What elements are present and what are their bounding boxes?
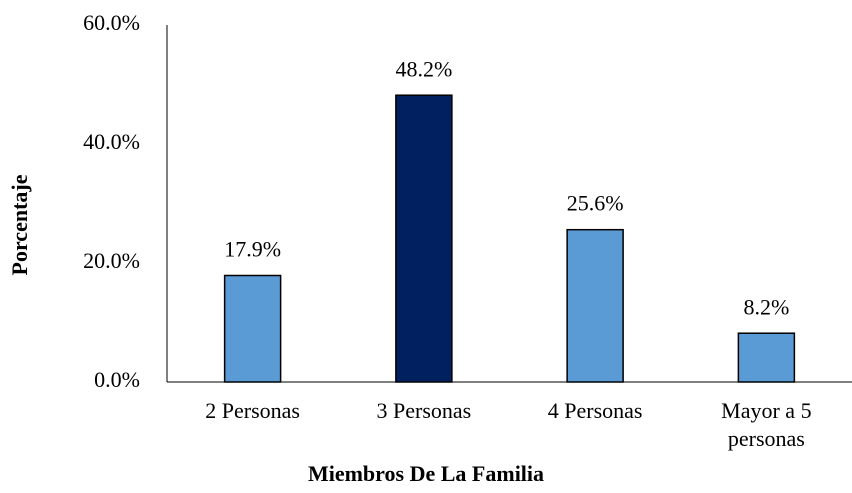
bar bbox=[737, 332, 796, 383]
bar bbox=[223, 274, 282, 383]
y-tick-label: 60.0% bbox=[83, 10, 140, 35]
x-tick-label: 4 Personas bbox=[548, 398, 643, 423]
y-tick-label: 0.0% bbox=[94, 367, 140, 392]
x-tick-label: 3 Personas bbox=[377, 398, 472, 423]
bar bbox=[566, 228, 624, 383]
data-label: 17.9% bbox=[224, 237, 281, 262]
y-tick-label: 20.0% bbox=[83, 248, 140, 273]
bar bbox=[395, 94, 453, 383]
y-tick-label: 40.0% bbox=[83, 129, 140, 154]
data-label: 25.6% bbox=[567, 191, 624, 216]
data-label: 48.2% bbox=[395, 56, 452, 81]
x-tick-label: Mayor a 5 personas bbox=[721, 398, 811, 451]
x-axis-title: Miembros De La Familia bbox=[308, 461, 544, 486]
y-axis-title: Porcentaje bbox=[7, 174, 32, 275]
x-tick-label: 2 Personas bbox=[205, 398, 300, 423]
data-label: 8.2% bbox=[743, 294, 789, 319]
